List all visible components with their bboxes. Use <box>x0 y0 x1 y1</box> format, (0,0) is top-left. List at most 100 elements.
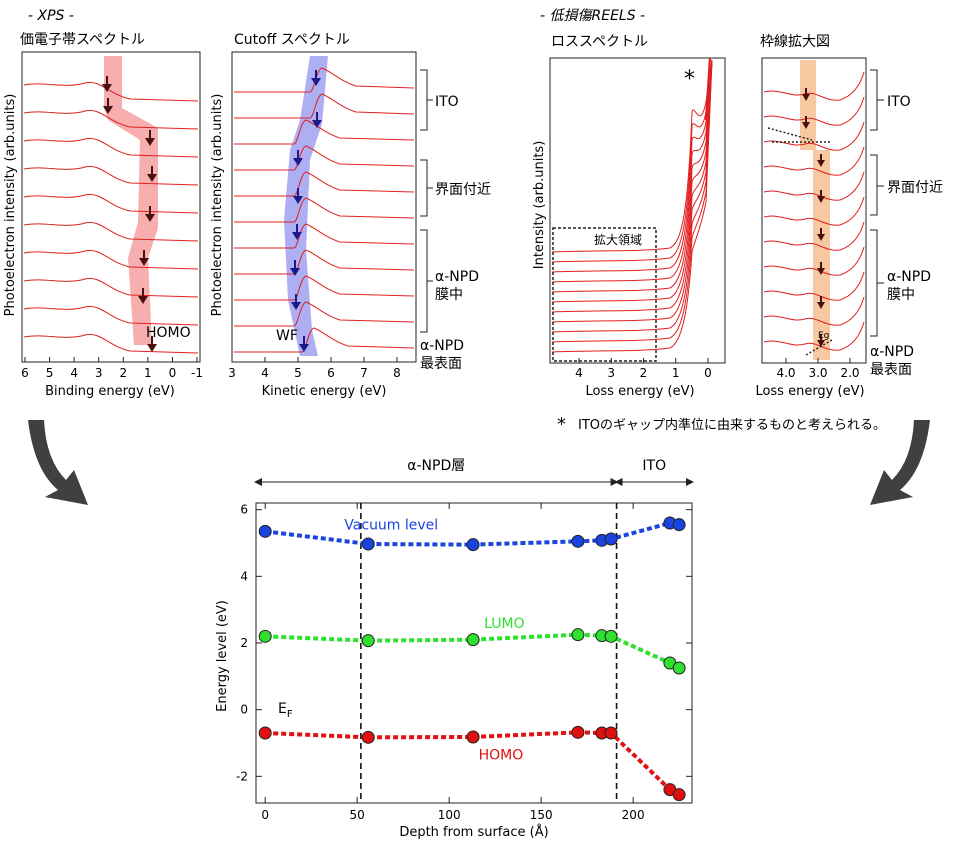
tick-label: 1 <box>144 366 152 380</box>
cutoff-xlabel: Kinetic energy (eV) <box>262 384 387 399</box>
data-point <box>672 518 686 532</box>
series-label-lumo: LUMO <box>484 616 524 632</box>
series-line <box>264 520 680 547</box>
tick-label: 2 <box>119 366 127 380</box>
tick-label: 7 <box>360 366 368 380</box>
y-tick-label: 0 <box>240 703 248 717</box>
valence-xticks: 6 5 4 3 2 1 0 -1 <box>21 357 203 380</box>
fermi-level-label: EF <box>278 701 293 720</box>
tick-label: 4 <box>575 366 583 380</box>
zoom-frame <box>761 57 867 364</box>
cutoff-spectra <box>234 67 415 353</box>
tick-label: 3 <box>228 366 236 380</box>
tick-label: 6 <box>327 366 335 380</box>
wf-arrows <box>290 70 322 352</box>
x-tick-label: 100 <box>438 808 461 822</box>
wf-annotation: WF <box>276 328 298 344</box>
zoom-region-label: 拡大領域 <box>594 232 642 247</box>
homo-annotation: HOMO <box>146 325 191 341</box>
data-point <box>672 788 686 802</box>
energy-chart-ylabel: Energy level (eV) <box>215 600 230 712</box>
cutoff-ylabel: Photoelectron intensity (arb.units) <box>210 94 225 317</box>
energy-chart-axes: 0 50 100 150 200 6 4 2 0 -2 <box>236 503 692 822</box>
data-point <box>604 629 618 643</box>
loss-title: ロススペクトル <box>551 34 648 50</box>
tick-label: -1 <box>191 366 203 380</box>
series-line <box>265 632 681 670</box>
tick-label: 5 <box>294 366 302 380</box>
zoom-spectra <box>763 71 865 356</box>
data-point <box>571 725 585 739</box>
x-tick-label: 150 <box>530 808 553 822</box>
homo-guide-band <box>104 56 158 345</box>
region-label: ITO <box>642 458 666 474</box>
cutoff-panel: Cutoff スペクトル 3 4 5 6 7 8 WF Kinetic energy (e… <box>210 32 417 399</box>
data-point <box>672 661 686 675</box>
xps-group-bulk: α-NPD 膜中 <box>435 269 479 303</box>
tick-label: 2.0 <box>840 366 859 380</box>
tick-label: 6 <box>21 366 29 380</box>
valence-spectra <box>23 81 199 354</box>
data-point <box>571 628 585 642</box>
reels-section-title: - 低損傷REELS - <box>540 8 645 24</box>
data-point <box>258 629 272 643</box>
region-headers: α-NPD層 ITO <box>254 458 694 486</box>
zoom-title: 枠線拡大図 <box>760 34 830 50</box>
eg-guide-band <box>800 60 830 360</box>
footnote-text: ITOのギャップ内準位に由来するものと考えられる。 <box>578 417 886 433</box>
y-tick-label: 2 <box>240 636 248 650</box>
data-point <box>466 730 480 744</box>
x-tick-label: 50 <box>350 808 365 822</box>
loss-ylabel: Intensity (arb.units) <box>532 141 547 270</box>
xps-group-surface: α-NPD 最表面 <box>420 338 464 372</box>
valence-panel: 価電子帯スペクトル 6 5 4 3 2 1 0 -1 HOMO Binding energy … <box>3 32 203 399</box>
region-label: α-NPD層 <box>407 458 465 474</box>
cutoff-title: Cutoff スペクトル <box>234 32 350 48</box>
reels-group-interface: 界面付近 <box>887 180 943 196</box>
x-tick-label: 200 <box>622 808 645 822</box>
zoom-xticks: 4.0 3.0 2.0 <box>776 358 860 380</box>
valence-frame <box>21 51 201 363</box>
reels-group-ito: ITO <box>887 94 911 110</box>
data-point <box>361 537 375 551</box>
tick-label: 3.0 <box>808 366 827 380</box>
data-point <box>258 726 272 740</box>
eg-annotation: Eg <box>818 331 829 341</box>
reels-group-bulk: α-NPD 膜中 <box>887 269 931 303</box>
tick-label: 4 <box>261 366 269 380</box>
xps-group-ito: ITO <box>435 94 459 110</box>
energy-chart: α-NPD層 ITO 0 50 100 150 200 6 4 2 0 -2 Vacuum leve… <box>215 458 694 840</box>
valence-ylabel: Photoelectron intensity (arb.units) <box>3 94 18 317</box>
eg-arrows <box>802 88 825 347</box>
loss-panel: ロススペクトル 拡大領域 * 4 3 2 1 0 Loss energy (eV) In… <box>532 34 726 399</box>
wf-guide-band <box>284 56 328 356</box>
data-point <box>361 634 375 648</box>
valence-title: 価電子帯スペクトル <box>20 32 145 48</box>
x-tick-label: 0 <box>261 808 269 822</box>
data-point <box>466 633 480 647</box>
data-point <box>258 524 272 538</box>
data-point <box>361 730 375 744</box>
tick-label: 0 <box>704 366 712 380</box>
tick-label: 1 <box>672 366 680 380</box>
loss-frame <box>549 57 726 364</box>
loss-spectra <box>551 57 713 353</box>
y-tick-label: 4 <box>240 569 248 583</box>
tick-label: 3 <box>95 366 103 380</box>
cutoff-frame <box>231 51 417 363</box>
y-tick-label: 6 <box>240 503 248 517</box>
energy-chart-frame <box>255 502 693 804</box>
reels-group-surface: α-NPD 最表面 <box>870 344 914 378</box>
tick-label: 5 <box>46 366 54 380</box>
curved-arrow-right <box>870 420 930 505</box>
zoom-xlabel: Loss energy (eV) <box>755 384 864 399</box>
series-label-homo: HOMO <box>479 748 524 764</box>
zoom-region-box <box>552 227 657 362</box>
data-point <box>466 538 480 552</box>
y-tick-label: -2 <box>236 769 248 783</box>
tick-label: 4 <box>70 366 78 380</box>
series-line <box>265 730 681 797</box>
loss-xlabel: Loss energy (eV) <box>585 384 694 399</box>
curved-arrow-left <box>28 420 88 505</box>
